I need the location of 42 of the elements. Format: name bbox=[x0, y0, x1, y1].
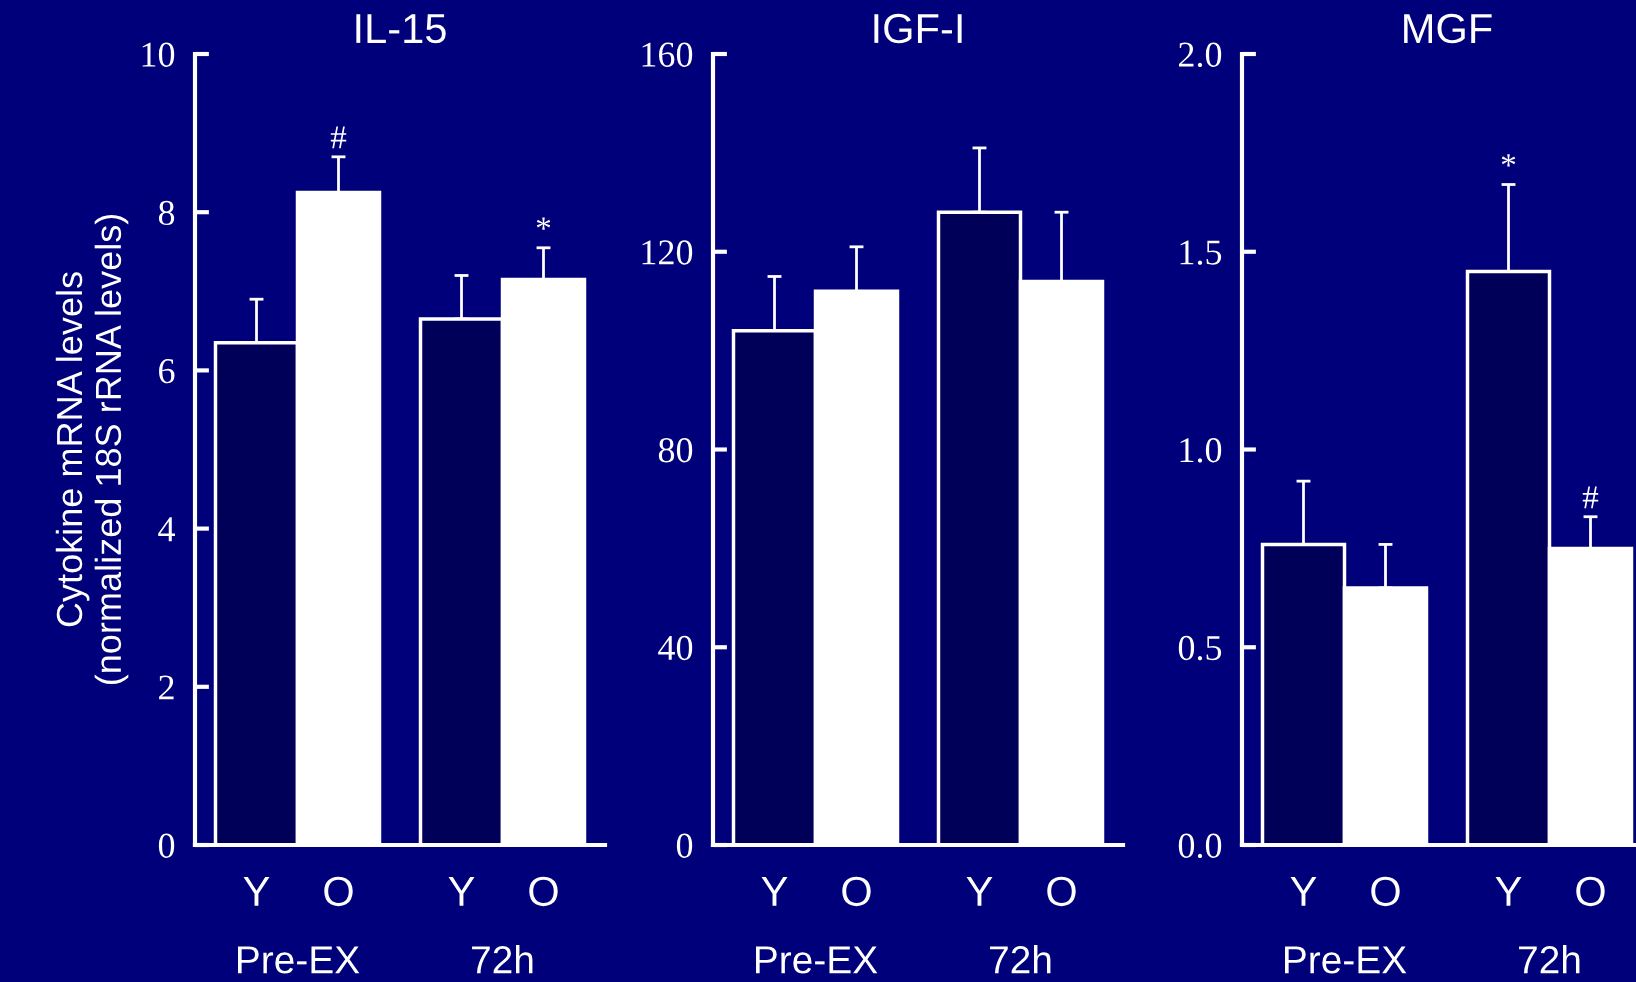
text: O bbox=[1047, 876, 1076, 907]
text: O bbox=[529, 876, 558, 907]
y-tick-label: 10 bbox=[142, 42, 175, 67]
chart-title: MGF bbox=[1404, 13, 1492, 44]
x-tick-label: 72h bbox=[472, 945, 533, 974]
y-tick-label: 0.0 bbox=[1178, 833, 1222, 859]
text: O bbox=[1576, 876, 1605, 907]
y-tick-label: 0 bbox=[676, 833, 693, 858]
data-label: # bbox=[330, 126, 347, 149]
x-tick-label: Pre-EX bbox=[238, 946, 360, 974]
data-label: * bbox=[536, 217, 551, 230]
text: Y bbox=[448, 877, 475, 906]
series-label: O bbox=[842, 876, 871, 907]
y-tick-label: 6 bbox=[159, 359, 175, 384]
y-tick-label: 120 bbox=[642, 240, 693, 265]
x-tick-label: Pre-EX bbox=[756, 946, 878, 974]
y-tick-label: 0 bbox=[158, 833, 175, 858]
series-label: O bbox=[1371, 876, 1400, 907]
y-tick-label: 4 bbox=[158, 517, 175, 542]
y-tick-label: 8 bbox=[158, 200, 175, 226]
series-label: Y bbox=[761, 877, 788, 906]
y-tick-label: 2.0 bbox=[1179, 42, 1222, 68]
series-label: O bbox=[324, 876, 353, 907]
text: Y bbox=[966, 877, 993, 906]
series-label: Y bbox=[243, 877, 270, 906]
x-tick-label: Pre-EX bbox=[1285, 946, 1407, 974]
x-tick-label: 72h bbox=[1519, 945, 1580, 974]
chart-title: IL-15 bbox=[356, 14, 446, 44]
y-tick-label: 1.5 bbox=[1180, 240, 1222, 265]
y-tick-label: 80 bbox=[658, 438, 693, 463]
y-tick-label: 0.5 bbox=[1178, 635, 1222, 661]
x-tick-label: 72h bbox=[990, 945, 1051, 974]
y-tick-label: 40 bbox=[658, 635, 693, 661]
data-label: # bbox=[1582, 486, 1599, 509]
data-label: * bbox=[1501, 154, 1516, 167]
series-label: Y bbox=[1290, 877, 1317, 906]
y-tick-label: 160 bbox=[642, 42, 693, 67]
y-tick-label: 1.0 bbox=[1180, 438, 1222, 463]
chart-title: IGF-I bbox=[874, 13, 962, 44]
y-axis-title: Cytokine mRNA levels (normalized 18S rRNA levels) bbox=[55, 214, 129, 685]
text: Y bbox=[1495, 877, 1522, 906]
y-tick-label: 2 bbox=[159, 675, 174, 700]
